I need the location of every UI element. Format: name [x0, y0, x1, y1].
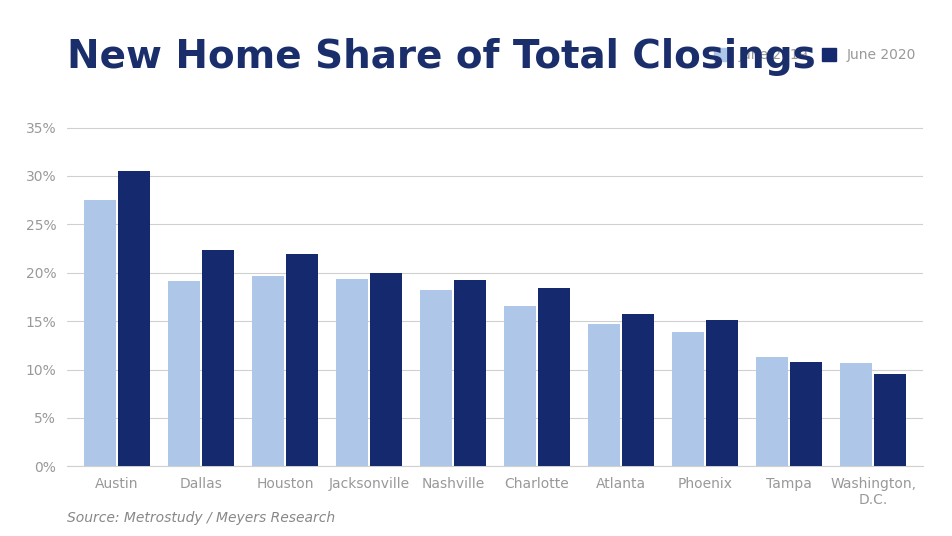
Bar — [587, 324, 620, 466]
Bar — [790, 362, 823, 466]
Bar — [370, 273, 402, 466]
Bar — [840, 363, 872, 466]
Bar — [706, 320, 738, 466]
Bar — [252, 276, 284, 466]
Bar — [420, 290, 452, 466]
Bar — [202, 250, 234, 466]
Bar — [874, 374, 906, 466]
Legend: June 2019, June 2020: June 2019, June 2020 — [714, 48, 917, 62]
Bar — [287, 255, 318, 466]
Bar — [454, 280, 486, 466]
Bar — [756, 357, 787, 466]
Bar — [84, 200, 116, 466]
Bar — [168, 280, 200, 466]
Bar — [118, 171, 150, 466]
Text: New Home Share of Total Closings: New Home Share of Total Closings — [67, 38, 816, 76]
Bar — [504, 306, 536, 466]
Bar — [336, 279, 367, 466]
Text: Source: Metrostudy / Meyers Research: Source: Metrostudy / Meyers Research — [67, 511, 335, 525]
Bar — [538, 288, 570, 466]
Bar — [672, 332, 704, 466]
Bar — [623, 315, 654, 466]
